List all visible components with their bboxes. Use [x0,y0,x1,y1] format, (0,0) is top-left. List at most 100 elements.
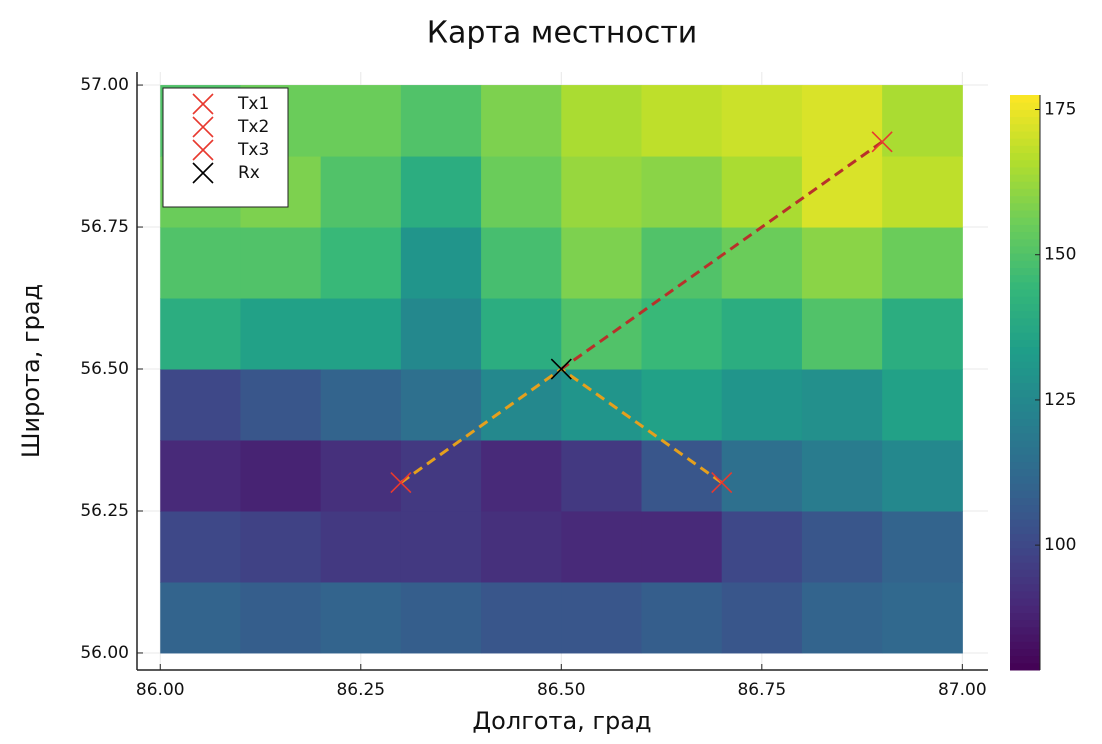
colorbar-slice [1010,533,1040,541]
heatmap-cell [722,440,803,511]
colorbar-slice [1010,440,1040,448]
colorbar-slice [1010,555,1040,563]
heatmap-cell [642,369,723,440]
heatmap-cell [882,582,963,653]
heatmap-cell [561,511,642,582]
colorbar-slice [1010,109,1040,117]
heatmap-cell [321,511,402,582]
heatmap-cell [160,582,241,653]
colorbar-slice [1010,117,1040,125]
heatmap-cell [321,298,402,369]
colorbar-slice [1010,375,1040,383]
heatmap-cell [160,298,241,369]
heatmap-cell [561,85,642,156]
heatmap-cell [321,369,402,440]
heatmap-cell [481,369,562,440]
heatmap-cell [642,582,723,653]
colorbar-slice [1010,325,1040,333]
heatmap-cell [321,156,402,227]
colorbar-tick-label: 100 [1044,535,1076,555]
heatmap-cell [642,440,723,511]
colorbar-slice [1010,347,1040,355]
heatmap-cell [882,156,963,227]
colorbar-slice [1010,454,1040,462]
heatmap-cell [722,227,803,298]
heatmap-cell [321,227,402,298]
legend-label: Tx1 [237,94,269,114]
colorbar-slice [1010,541,1040,549]
colorbar-slice [1010,627,1040,635]
heatmap-cell [722,298,803,369]
colorbar-slice [1010,620,1040,628]
colorbar-slice [1010,181,1040,189]
heatmap-cell [882,227,963,298]
heatmap-cell [481,227,562,298]
x-axis-label: Долгота, град [472,707,651,735]
heatmap-cell [722,156,803,227]
colorbar-slice [1010,217,1040,225]
heatmap-cell [561,369,642,440]
chart-title: Карта местности [427,16,698,51]
colorbar-slice [1010,174,1040,182]
colorbar-slice [1010,526,1040,534]
heatmap-cell [321,440,402,511]
heatmap-cell [401,156,482,227]
colorbar-slice [1010,102,1040,110]
chart: Карта местности Долгота, град Широта, гр… [0,0,1102,744]
colorbar-slice [1010,196,1040,204]
legend-label: Tx2 [237,117,269,137]
colorbar-slice [1010,634,1040,642]
heatmap-cell [240,440,321,511]
heatmap-cell [401,511,482,582]
colorbar-slice [1010,131,1040,139]
colorbar-slice [1010,124,1040,132]
heatmap-cell [240,369,321,440]
colorbar-slice [1010,584,1040,592]
colorbar-slice [1010,303,1040,311]
colorbar-slice [1010,311,1040,319]
legend-label: Tx3 [237,140,269,160]
heatmap-cell [240,227,321,298]
heatmap-cell [321,85,402,156]
colorbar-slice [1010,641,1040,649]
colorbar-slice [1010,562,1040,570]
colorbar-slice [1010,95,1040,103]
heatmap-cell [481,511,562,582]
heatmap-cell [561,440,642,511]
colorbar-slice [1010,404,1040,412]
y-tick-label: 56.50 [80,359,129,379]
heatmap-cell [321,582,402,653]
x-tick-label: 86.25 [336,680,385,700]
y-tick-label: 56.25 [80,501,129,521]
x-tick-label: 86.00 [136,680,185,700]
heatmap-cell [561,582,642,653]
heatmap-cell [802,227,883,298]
colorbar-slice [1010,648,1040,656]
y-tick-label: 57.00 [80,75,129,95]
colorbar-slice [1010,577,1040,585]
colorbar-slice [1010,383,1040,391]
colorbar-slice [1010,188,1040,196]
colorbar-slice [1010,512,1040,520]
heatmap-cell [240,511,321,582]
heatmap-cell [802,85,883,156]
colorbar-slice [1010,224,1040,232]
colorbar-slice [1010,469,1040,477]
colorbar-slice [1010,569,1040,577]
heatmap-cell [481,156,562,227]
colorbar-slice [1010,390,1040,398]
heatmap-cell [401,85,482,156]
colorbar-slice [1010,519,1040,527]
colorbar-slice [1010,462,1040,470]
colorbar-slice [1010,354,1040,362]
colorbar-slice [1010,548,1040,556]
heatmap-cell [561,156,642,227]
colorbar-slice [1010,210,1040,218]
colorbar-slice [1010,246,1040,254]
colorbar-slice [1010,476,1040,484]
colorbar-slice [1010,418,1040,426]
colorbar-slice [1010,598,1040,606]
y-tick-label: 56.75 [80,217,129,237]
heatmap-cell [401,582,482,653]
heatmap-cell [802,298,883,369]
